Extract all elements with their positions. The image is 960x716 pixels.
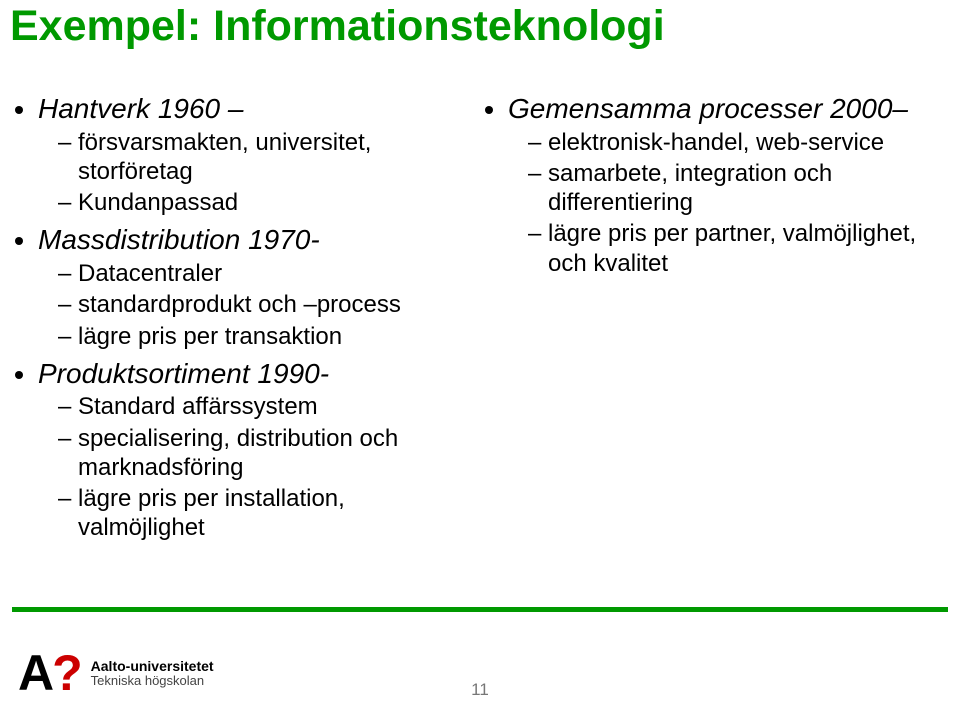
footer-logo: A? Aalto-universitetet Tekniska högskola… <box>18 648 214 698</box>
right-column: Gemensamma processer 2000– elektronisk-h… <box>484 92 930 549</box>
left-item-1-head: Hantverk 1960 – <box>38 93 243 124</box>
left-item-2-sub-1: Datacentraler <box>58 259 460 288</box>
right-list: Gemensamma processer 2000– elektronisk-h… <box>484 92 930 278</box>
left-item-1-sub-1: försvarsmakten, universitet, storföretag <box>58 128 460 187</box>
logo-letter: A <box>18 645 52 701</box>
left-item-3-sub-3: lägre pris per installation, valmöjlighe… <box>58 484 460 543</box>
logo-mark: A? <box>18 648 81 698</box>
logo-text: Aalto-universitetet Tekniska högskolan <box>91 659 214 687</box>
left-item-2: Massdistribution 1970- Datacentraler sta… <box>38 223 460 350</box>
logo-line-2: Tekniska högskolan <box>91 674 214 688</box>
slide-title: Exempel: Informationsteknologi <box>10 2 665 51</box>
left-item-1-sub-2: Kundanpassad <box>58 188 460 217</box>
left-item-2-sub: Datacentraler standardprodukt och –proce… <box>38 259 460 351</box>
right-item-1-sub-1: elektronisk-handel, web-service <box>528 128 930 157</box>
left-item-3: Produktsortiment 1990- Standard affärssy… <box>38 357 460 543</box>
page-number: 11 <box>471 680 489 700</box>
left-item-3-sub: Standard affärssystem specialisering, di… <box>38 392 460 542</box>
left-item-2-sub-3: lägre pris per transaktion <box>58 322 460 351</box>
right-item-1: Gemensamma processer 2000– elektronisk-h… <box>508 92 930 278</box>
left-item-3-sub-2: specialisering, distribution och marknad… <box>58 424 460 483</box>
right-item-1-sub-2: samarbete, integration och differentieri… <box>528 159 930 218</box>
left-item-3-head: Produktsortiment 1990- <box>38 358 329 389</box>
left-list: Hantverk 1960 – försvarsmakten, universi… <box>14 92 460 543</box>
slide: Exempel: Informationsteknologi Hantverk … <box>0 0 960 716</box>
left-item-1: Hantverk 1960 – försvarsmakten, universi… <box>38 92 460 217</box>
right-item-1-sub-3: lägre pris per partner, valmöjlighet, oc… <box>528 219 930 278</box>
logo-line-1: Aalto-universitetet <box>91 659 214 674</box>
right-item-1-sub: elektronisk-handel, web-service samarbet… <box>508 128 930 278</box>
left-item-2-head: Massdistribution 1970- <box>38 224 320 255</box>
left-item-1-sub: försvarsmakten, universitet, storföretag… <box>38 128 460 218</box>
left-column: Hantverk 1960 – försvarsmakten, universi… <box>14 92 460 549</box>
logo-question-icon: ? <box>52 645 81 701</box>
left-item-3-sub-1: Standard affärssystem <box>58 392 460 421</box>
right-item-1-head: Gemensamma processer 2000– <box>508 93 908 124</box>
content-columns: Hantverk 1960 – försvarsmakten, universi… <box>14 92 930 549</box>
left-item-2-sub-2: standardprodukt och –process <box>58 290 460 319</box>
footer-divider <box>12 607 948 612</box>
